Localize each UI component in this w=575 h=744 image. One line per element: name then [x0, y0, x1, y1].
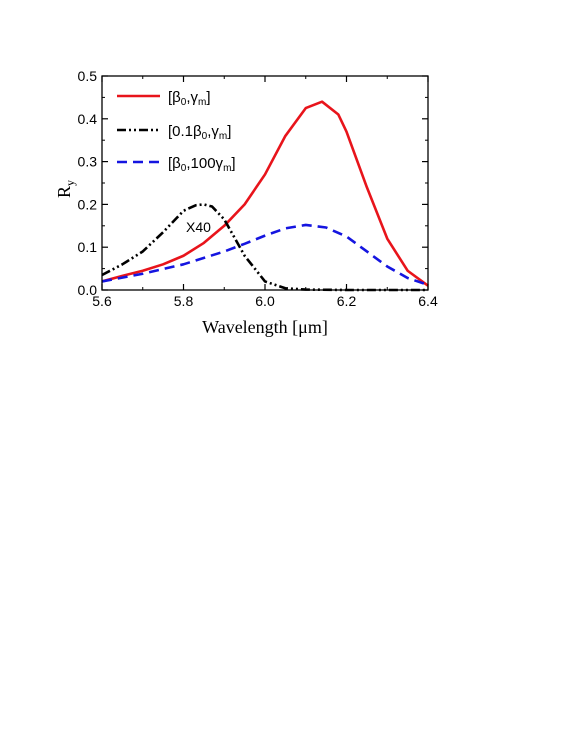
ticks: 5.6 5.8 6.0 6.2 6.4 0.0 0.1 0.2 0.3 0.4 0.5: [78, 68, 438, 309]
series-line-1: [101, 100, 429, 287]
x-axis-title: Wavelength [μm]: [202, 317, 328, 337]
legend-label-1: [β0,γm]: [168, 89, 211, 108]
y-tick-label: 0.3: [78, 154, 98, 170]
legend: [β0,γm] [0.1β0,γm] [β0,100γm]: [117, 89, 236, 174]
series-line-3: [101, 223, 429, 287]
annotation-x40: X40: [186, 219, 211, 235]
y-tick-label: 0.0: [78, 282, 98, 298]
x-tick-label: 6.0: [255, 293, 275, 309]
legend-label-3: [β0,100γm]: [168, 155, 236, 174]
legend-label-2: [0.1β0,γm]: [168, 123, 231, 142]
y-tick-label: 0.5: [78, 68, 98, 84]
y-tick-label: 0.4: [78, 111, 98, 127]
x-tick-label: 5.8: [174, 293, 194, 309]
x-tick-label: 6.4: [418, 293, 438, 309]
plot-frame: [101, 75, 429, 291]
y-tick-label: 0.1: [78, 239, 98, 255]
y-axis-title: Ry: [54, 180, 77, 198]
series-layer: [101, 100, 429, 292]
axes-frame: [101, 75, 429, 291]
x-tick-label: 6.2: [337, 293, 357, 309]
x-tick-label: 5.6: [92, 293, 112, 309]
y-tick-label: 0.2: [78, 196, 98, 212]
